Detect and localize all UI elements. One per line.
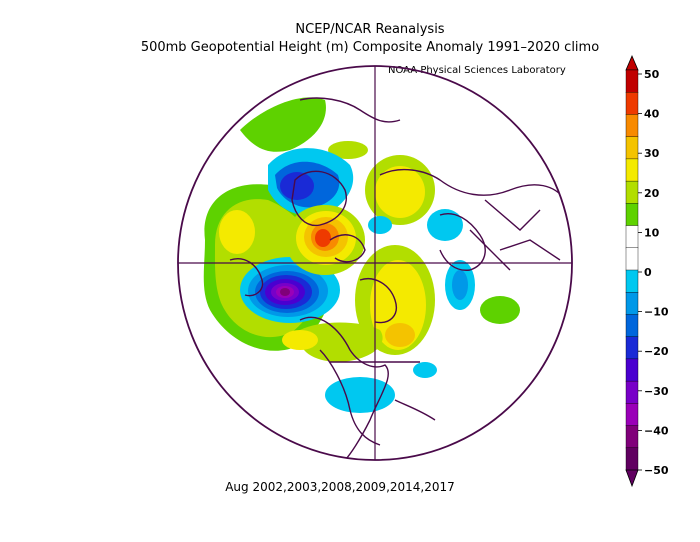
colorbar-label: −30 <box>644 385 669 398</box>
colorbar-label: 0 <box>644 266 652 279</box>
positive-anomaly-central-core <box>315 229 331 247</box>
date-footer: Aug 2002,2003,2008,2009,2014,2017 <box>225 480 455 494</box>
negative-anomaly-southeast <box>413 362 437 378</box>
credit-label: NOAA Physical Sciences Laboratory <box>388 65 566 76</box>
positive-anomaly-east-2 <box>370 260 426 350</box>
colorbar-segment <box>625 180 639 204</box>
coastline-gulf <box>319 349 381 446</box>
title-line-2: 500mb Geopotential Height (m) Composite … <box>140 40 600 55</box>
colorbar-segment <box>625 136 639 160</box>
colorbar-segment <box>625 69 639 93</box>
colorbar-bottom-arrow <box>625 469 639 488</box>
colorbar-label: −20 <box>644 345 669 358</box>
colorbar-segment <box>625 447 639 471</box>
colorbar-label: 30 <box>644 147 660 160</box>
colorbar-label: 50 <box>644 68 660 81</box>
negative-anomaly-arctic-core <box>280 172 314 200</box>
positive-anomaly-east-3 <box>385 323 415 347</box>
negative-anomaly-east <box>427 209 463 241</box>
negative-anomaly-east-2b <box>452 270 468 300</box>
colorbar-top-arrow <box>625 54 639 71</box>
colorbar-label: 10 <box>644 226 660 239</box>
colorbar-segment <box>625 269 639 293</box>
colorbar-label: 20 <box>644 187 660 200</box>
colorbar-segment <box>625 114 639 138</box>
positive-anomaly-west <box>219 210 255 254</box>
positive-anomaly-north-small <box>328 141 368 159</box>
colorbar-segment <box>625 314 639 338</box>
colorbar-segment <box>625 92 639 115</box>
coastline-hudson-bay <box>359 278 397 324</box>
colorbar-label: 40 <box>644 108 660 121</box>
positive-anomaly-south-2 <box>282 330 318 350</box>
colorbar-segment <box>625 380 639 404</box>
colorbar-segment <box>625 247 639 271</box>
colorbar-segment <box>625 158 639 182</box>
coastline-europe <box>439 213 486 271</box>
map-disc-border <box>177 65 573 461</box>
coastline-siberia <box>299 97 401 123</box>
negative-anomaly-south <box>325 377 395 413</box>
colorbar-segment <box>625 358 639 382</box>
coastline-arctic-islands <box>329 234 366 263</box>
coastline-eurasia <box>379 168 566 201</box>
colorbar-label: −40 <box>644 424 669 437</box>
colorbar-segment <box>625 425 639 449</box>
coastline-caribbean <box>394 399 436 421</box>
negative-anomaly-core <box>280 288 290 296</box>
title-line-1: NCEP/NCAR Reanalysis <box>295 22 445 37</box>
coastline-greenland <box>291 170 347 227</box>
colorbar: 50 40 30 20 10 0 −10 −20 −30 −40 −50 <box>625 54 669 488</box>
positive-anomaly-south <box>299 322 383 362</box>
coastline-alaska <box>229 258 264 297</box>
positive-anomaly-northwest <box>240 97 326 152</box>
positive-anomaly-far-east <box>480 296 520 324</box>
colorbar-segment <box>625 225 639 249</box>
negative-anomaly-northeast <box>368 216 392 234</box>
colorbar-label: −50 <box>644 464 669 477</box>
colorbar-label: −10 <box>644 306 669 319</box>
colorbar-segment <box>625 203 639 227</box>
colorbar-segment <box>625 292 639 315</box>
colorbar-segment <box>625 403 639 427</box>
positive-anomaly-siberia-2 <box>375 166 425 218</box>
colorbar-segment <box>625 336 639 360</box>
